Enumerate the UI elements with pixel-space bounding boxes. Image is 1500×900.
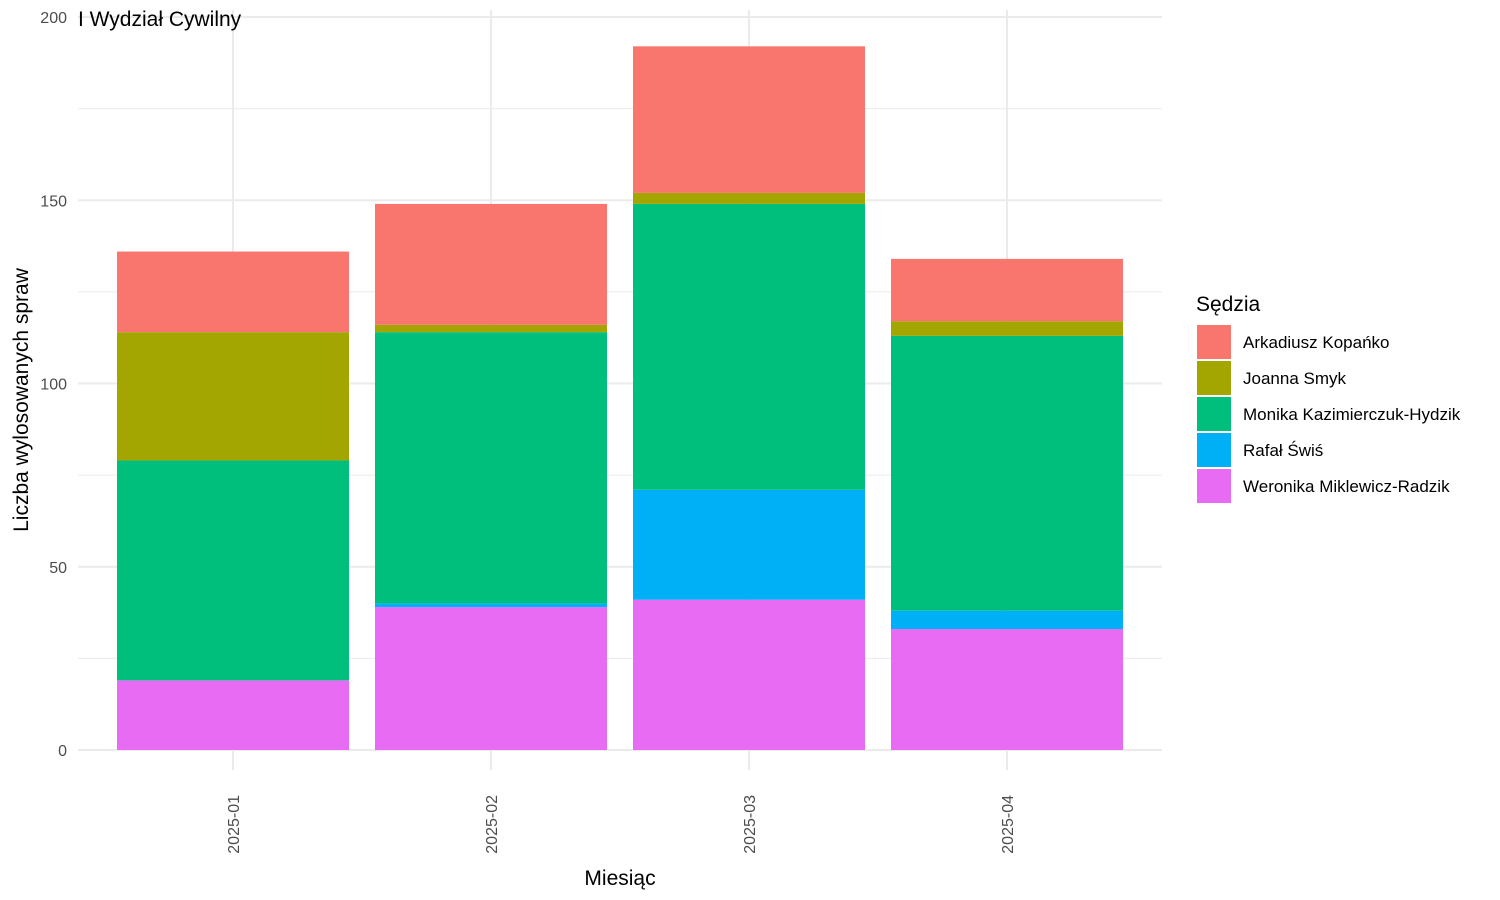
bar-segment: Rafał Świś: 1 bbox=[375, 603, 607, 608]
bar-segment: Weronika Miklewicz-Radzik: 19 bbox=[117, 680, 349, 750]
legend-key bbox=[1197, 397, 1231, 431]
y-axis-title: Liczba wylosowanych spraw bbox=[10, 267, 33, 532]
bar-segment: Joanna Smyk: 4 bbox=[891, 321, 1123, 336]
bar-segment: Rafał Świś: 30 bbox=[633, 489, 865, 600]
y-tick-label: 200 bbox=[40, 10, 67, 27]
x-axis-title: Miesiąc bbox=[584, 867, 655, 890]
legend-label: Arkadiusz Kopańko bbox=[1243, 333, 1389, 352]
bar-segment: Joanna Smyk: 3 bbox=[633, 192, 865, 204]
legend-label: Monika Kazimierczuk-Hydzik bbox=[1243, 405, 1461, 424]
legend-key bbox=[1197, 433, 1231, 467]
y-axis-ticks: 0 50 100 150 200 bbox=[40, 10, 67, 760]
bar-segment: Weronika Miklewicz-Radzik: 41 bbox=[633, 599, 865, 750]
legend: Sędzia Arkadiusz Kopańko Joanna Smyk Monik… bbox=[1196, 293, 1461, 503]
bar-segment: Rafał Świś: 5 bbox=[891, 610, 1123, 630]
y-tick-label: 100 bbox=[40, 377, 67, 394]
legend-key bbox=[1197, 325, 1231, 359]
x-tick-label: 2025-04 bbox=[1000, 795, 1017, 854]
bar-segment: Monika Kazimierczuk-Hydzik: 60 bbox=[117, 460, 349, 681]
bar-segment: Arkadiusz Kopańko: 33 bbox=[375, 203, 607, 325]
legend-label: Joanna Smyk bbox=[1243, 369, 1346, 388]
bar-segment: Joanna Smyk: 2 bbox=[375, 324, 607, 333]
bar-segment: Weronika Miklewicz-Radzik: 39 bbox=[375, 607, 607, 750]
x-tick-label: 2025-02 bbox=[484, 795, 501, 854]
x-tick-label: 2025-01 bbox=[226, 795, 243, 854]
x-tick-label: 2025-03 bbox=[742, 795, 759, 854]
y-tick-label: 0 bbox=[58, 743, 67, 760]
legend-key bbox=[1197, 469, 1231, 503]
chart-title: I Wydział Cywilny bbox=[78, 8, 242, 31]
bar-segment: Monika Kazimierczuk-Hydzik: 78 bbox=[633, 203, 865, 490]
legend-label: Rafał Świś bbox=[1243, 441, 1323, 460]
y-tick-label: 150 bbox=[40, 193, 67, 210]
bar-segment: Arkadiusz Kopańko: 40 bbox=[633, 46, 865, 193]
bar-segment: Monika Kazimierczuk-Hydzik: 74 bbox=[375, 332, 607, 604]
bar-segment: Arkadiusz Kopańko: 17 bbox=[891, 258, 1123, 322]
bar-segment: Joanna Smyk: 35 bbox=[117, 332, 349, 461]
x-axis-ticks: 2025-01 2025-02 2025-03 2025-04 bbox=[226, 795, 1017, 854]
legend-key bbox=[1197, 361, 1231, 395]
bar-segment: Monika Kazimierczuk-Hydzik: 75 bbox=[891, 335, 1123, 611]
y-tick-label: 50 bbox=[49, 560, 67, 577]
bar-segment: Weronika Miklewicz-Radzik: 33 bbox=[891, 629, 1123, 750]
bar-segment: Arkadiusz Kopańko: 22 bbox=[117, 251, 349, 333]
bars: Weronika Miklewicz-Radzik: 19Monika Kazi… bbox=[117, 46, 1123, 750]
legend-title: Sędzia bbox=[1196, 293, 1261, 316]
legend-label: Weronika Miklewicz-Radzik bbox=[1243, 477, 1450, 496]
